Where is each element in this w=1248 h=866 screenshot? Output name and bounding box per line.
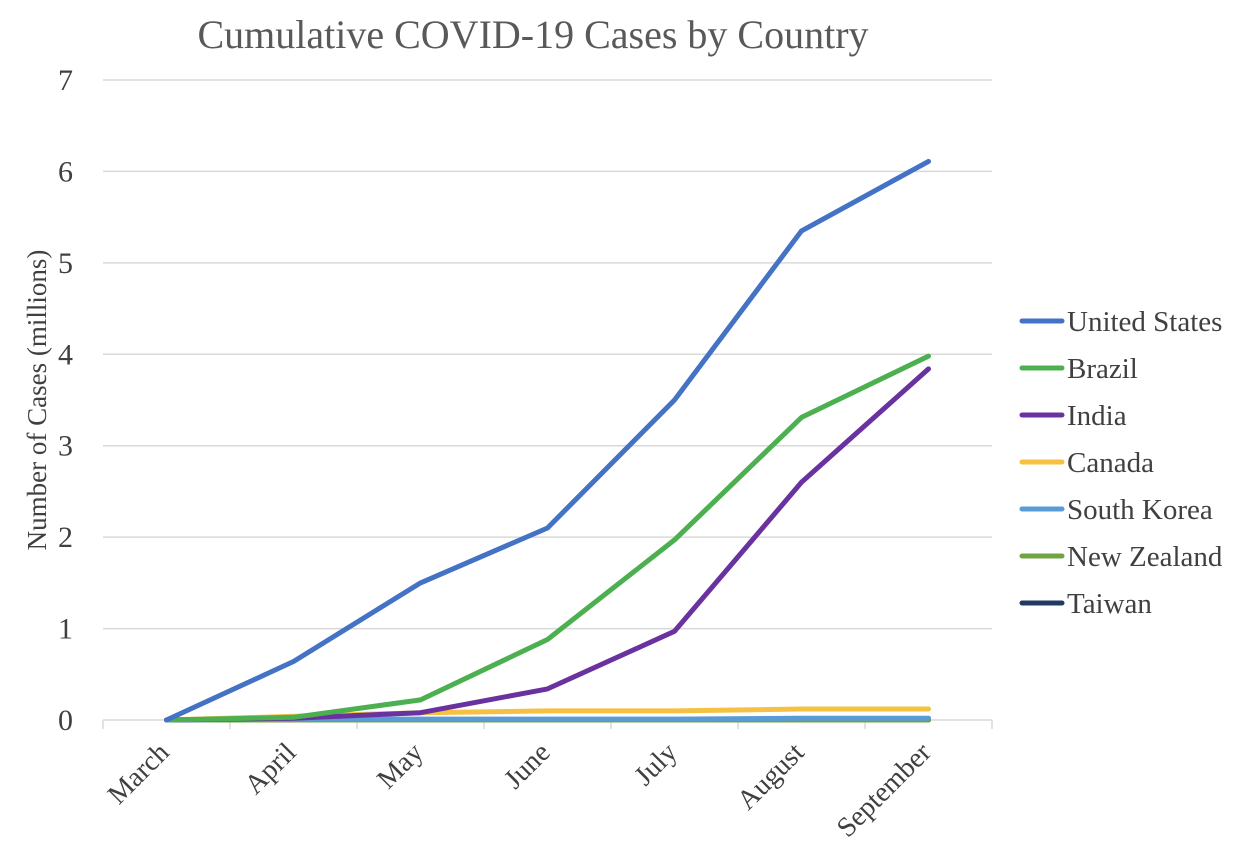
y-axis-ticks: 0 1 2 3 4 5 6 7: [58, 64, 73, 737]
x-tick-label: September: [831, 737, 938, 844]
legend: United States Brazil India Canada South Kore…: [1019, 306, 1223, 620]
chart-title: Cumulative COVID-19 Cases by Country: [197, 12, 868, 57]
y-tick-label: 5: [58, 247, 73, 280]
y-tick-label: 3: [58, 430, 73, 463]
x-tick-label: August: [731, 737, 810, 816]
series-line-brazil: [164, 353, 931, 723]
x-tick-label: June: [498, 737, 556, 795]
y-tick-label: 2: [58, 521, 73, 554]
legend-label: Canada: [1067, 447, 1154, 479]
legend-label: Brazil: [1067, 353, 1138, 385]
x-tick-label: April: [239, 737, 303, 801]
x-tick-label: May: [371, 737, 429, 795]
y-tick-label: 1: [58, 613, 73, 646]
x-axis-ticks: March April May June July August September: [102, 720, 993, 844]
y-tick-label: 7: [58, 64, 73, 97]
legend-label: Taiwan: [1067, 588, 1152, 620]
y-tick-label: 6: [58, 155, 73, 188]
gridlines: [103, 79, 992, 721]
y-tick-label: 0: [58, 704, 73, 737]
legend-label: United States: [1067, 306, 1222, 338]
legend-label: New Zealand: [1067, 541, 1223, 573]
x-tick-label: July: [629, 737, 684, 792]
legend-label: India: [1067, 400, 1127, 432]
legend-label: South Korea: [1067, 494, 1213, 526]
series-lines: [164, 158, 931, 723]
series-line-united-states: [164, 158, 931, 723]
y-axis-label: Number of Cases (millions): [22, 250, 52, 551]
y-tick-label: 4: [58, 338, 73, 371]
x-tick-label: March: [102, 737, 176, 811]
